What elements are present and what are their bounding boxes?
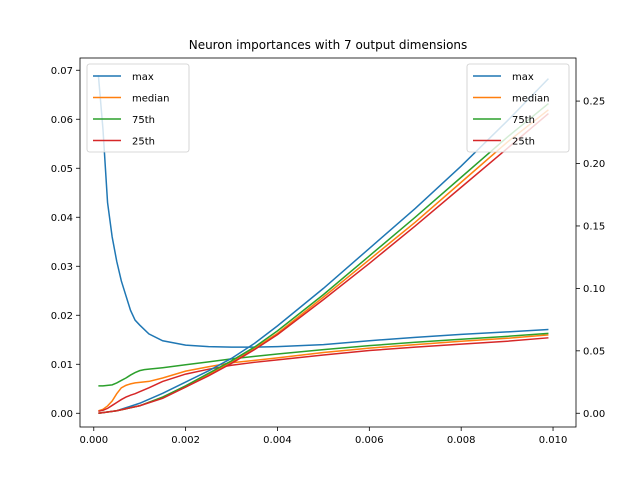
legend-label-max: max: [132, 72, 154, 83]
legend-label-median: median: [132, 94, 170, 105]
x-tick-label: 0.004: [263, 435, 292, 446]
legend-label-75th: 75th: [132, 115, 155, 126]
legend-label-25th: 25th: [512, 137, 535, 148]
x-tick-label: 0.010: [539, 435, 568, 446]
series-layer: [97, 75, 549, 415]
right-series-25th-line: [98, 112, 549, 415]
left-series-median-line: [98, 334, 549, 412]
legend-frame: [466, 63, 570, 153]
right-y-tick-label: 0.10: [583, 284, 605, 295]
legend-upper-right: max median 75th 25th: [466, 63, 570, 153]
legend-upper-left: max median 75th 25th: [86, 63, 190, 153]
right-y-tick-label: 0.20: [583, 159, 605, 170]
legend-label-max: max: [512, 72, 534, 83]
left-y-tick-label: 0.02: [51, 311, 73, 322]
right-y-tick-label: 0.15: [583, 221, 605, 232]
right-y-tick-label: 0.05: [583, 346, 605, 357]
left-y-tick-label: 0.01: [51, 360, 73, 371]
left-y-tick-label: 0.07: [51, 66, 73, 77]
right-series-max-line: [98, 78, 549, 415]
left-series-75th-line: [98, 332, 549, 387]
left-series-25th-line: [98, 337, 549, 413]
right-y-tick-label: 0.25: [583, 97, 605, 108]
legend-layer: max median 75th 25th max median 75th 25th: [86, 63, 570, 153]
x-tick-label: 0.002: [171, 435, 200, 446]
x-tick-label: 0.008: [447, 435, 476, 446]
legend-label-25th: 25th: [132, 137, 155, 148]
x-tick-label: 0.000: [79, 435, 108, 446]
axes-layer: 0.000 0.002 0.004 0.006 0.008 0.010 0.00 0.01 0.…: [51, 57, 605, 446]
left-y-tick-label: 0.04: [51, 213, 73, 224]
x-tick-label: 0.006: [355, 435, 384, 446]
left-y-tick-label: 0.00: [51, 409, 73, 420]
plot-frame: [79, 57, 577, 428]
left-y-tick-label: 0.05: [51, 164, 73, 175]
legend-label-median: median: [512, 94, 550, 105]
legend-frame: [86, 63, 190, 153]
left-series-max-line: [97, 75, 549, 348]
legend-label-75th: 75th: [512, 115, 535, 126]
left-y-tick-label: 0.03: [51, 262, 73, 273]
chart-title: Neuron importances with 7 output dimensi…: [189, 38, 468, 52]
right-y-tick-label: 0.00: [583, 409, 605, 420]
left-y-tick-label: 0.06: [51, 115, 73, 126]
